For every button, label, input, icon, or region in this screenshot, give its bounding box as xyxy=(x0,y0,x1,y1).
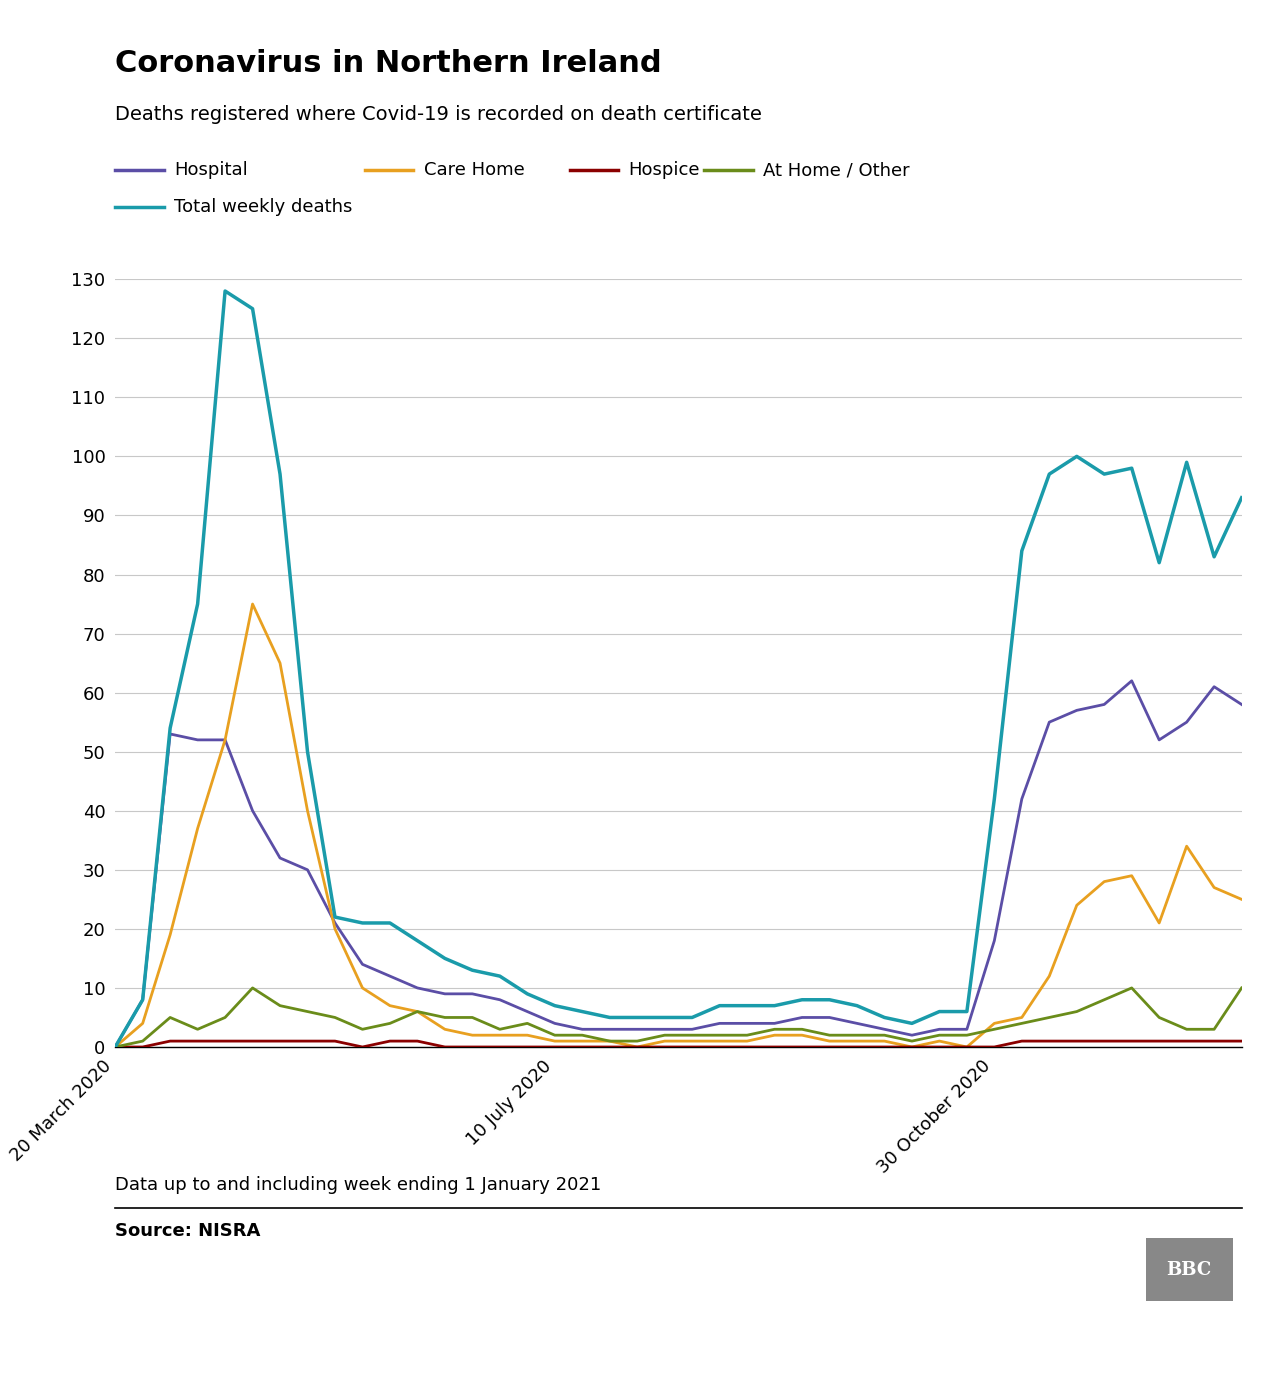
Text: Deaths registered where Covid-19 is recorded on death certificate: Deaths registered where Covid-19 is reco… xyxy=(115,105,762,124)
Text: Coronavirus in Northern Ireland: Coronavirus in Northern Ireland xyxy=(115,49,662,78)
Text: Hospice: Hospice xyxy=(628,162,700,179)
Text: Data up to and including week ending 1 January 2021: Data up to and including week ending 1 J… xyxy=(115,1175,602,1194)
Text: Total weekly deaths: Total weekly deaths xyxy=(174,198,352,215)
Text: Source: NISRA: Source: NISRA xyxy=(115,1222,261,1240)
Text: Hospital: Hospital xyxy=(174,162,248,179)
Text: BBC: BBC xyxy=(1166,1261,1212,1279)
Text: At Home / Other: At Home / Other xyxy=(763,162,910,179)
Text: Care Home: Care Home xyxy=(424,162,525,179)
